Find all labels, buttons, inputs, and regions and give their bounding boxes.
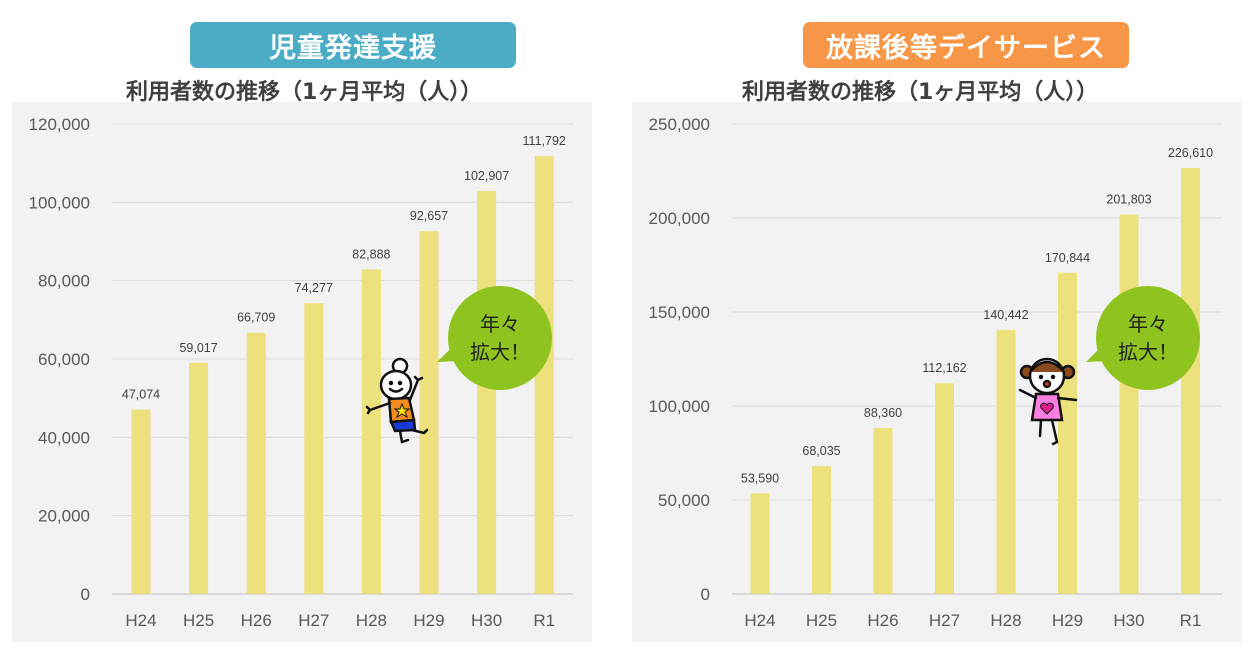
boy-character-icon (365, 357, 429, 444)
y-tick-label: 0 (701, 585, 710, 604)
bar-H28 (996, 329, 1016, 594)
data-label-H30: 102,907 (464, 169, 509, 183)
bar-H29 (419, 231, 439, 594)
x-tick-label-H25: H25 (183, 611, 214, 630)
x-tick-label-H29: H29 (1052, 611, 1083, 630)
x-tick-label-H26: H26 (867, 611, 898, 630)
bar-H28 (361, 269, 381, 594)
data-label-H29: 92,657 (410, 209, 448, 223)
y-tick-label: 100,000 (29, 193, 90, 212)
chart-title-right: 利用者数の推移（1ヶ月平均（人）） (742, 80, 1099, 105)
bubble-text-left: 年々 拡大！ (455, 310, 545, 366)
badge-child-development-support: 児童発達支援 (190, 22, 516, 68)
chart-title-left: 利用者数の推移（1ヶ月平均（人）） (126, 80, 483, 105)
x-tick-label-H24: H24 (744, 611, 775, 630)
data-label-H25: 68,035 (802, 444, 840, 458)
y-tick-label: 40,000 (38, 428, 90, 447)
y-tick-label: 0 (81, 585, 90, 604)
y-tick-label: 250,000 (649, 115, 710, 134)
x-tick-label-H24: H24 (125, 611, 156, 630)
data-label-H26: 88,360 (864, 406, 902, 420)
data-label-H27: 112,162 (922, 361, 966, 375)
x-tick-label-H27: H27 (929, 611, 960, 630)
data-label-R1: 226,610 (1168, 146, 1213, 160)
y-tick-label: 150,000 (649, 303, 710, 322)
bar-H25 (812, 466, 831, 594)
x-tick-label-R1: R1 (1180, 611, 1202, 630)
x-tick-label-R1: R1 (533, 611, 555, 630)
y-tick-label: 120,000 (29, 115, 90, 134)
y-tick-label: 200,000 (649, 209, 710, 228)
x-tick-label-H26: H26 (241, 611, 272, 630)
bar-H27 (304, 303, 324, 594)
bar-R1 (1181, 167, 1200, 594)
bar-H24 (131, 409, 151, 594)
x-tick-label-H28: H28 (356, 611, 387, 630)
x-tick-label-H30: H30 (471, 611, 502, 630)
bar-H25 (189, 362, 209, 594)
y-tick-label: 80,000 (38, 272, 90, 291)
bubble-text-right: 年々 拡大！ (1103, 310, 1193, 366)
y-tick-label: 20,000 (38, 507, 90, 526)
bar-H29 (1058, 272, 1077, 594)
annotation-line-2: 拡大！ (470, 340, 530, 364)
data-label-H27: 74,277 (295, 281, 333, 295)
speech-bubble-left (437, 286, 552, 390)
bar-R1 (534, 156, 554, 594)
y-tick-label: 60,000 (38, 350, 90, 369)
annotation-line-1: 年々 (480, 312, 520, 336)
data-label-R1: 111,792 (523, 134, 566, 148)
data-label-H29: 170,844 (1045, 251, 1090, 265)
data-label-H28: 140,442 (983, 308, 1028, 322)
x-tick-label-H27: H27 (298, 611, 329, 630)
data-label-H26: 66,709 (237, 311, 275, 325)
y-tick-label: 50,000 (658, 491, 710, 510)
badge-after-school-day-service: 放課後等デイサービス (803, 22, 1129, 68)
bar-H27 (935, 383, 954, 594)
x-tick-label-H25: H25 (806, 611, 837, 630)
data-label-H24: 47,074 (122, 388, 160, 402)
data-label-H30: 201,803 (1106, 193, 1151, 207)
x-tick-label-H28: H28 (990, 611, 1021, 630)
bar-H24 (750, 493, 770, 594)
data-label-H28: 82,888 (352, 247, 390, 261)
bar-H26 (873, 427, 893, 594)
annotation-line-2: 拡大！ (1118, 340, 1178, 364)
annotation-line-1: 年々 (1128, 312, 1168, 336)
x-tick-label-H29: H29 (413, 611, 444, 630)
y-tick-label: 100,000 (649, 397, 710, 416)
girl-character-icon (1018, 357, 1078, 446)
bar-H26 (246, 332, 266, 594)
speech-bubble-right (1086, 286, 1200, 390)
data-label-H25: 59,017 (179, 341, 217, 355)
x-tick-label-H30: H30 (1113, 611, 1144, 630)
data-label-H24: 53,590 (741, 471, 779, 485)
